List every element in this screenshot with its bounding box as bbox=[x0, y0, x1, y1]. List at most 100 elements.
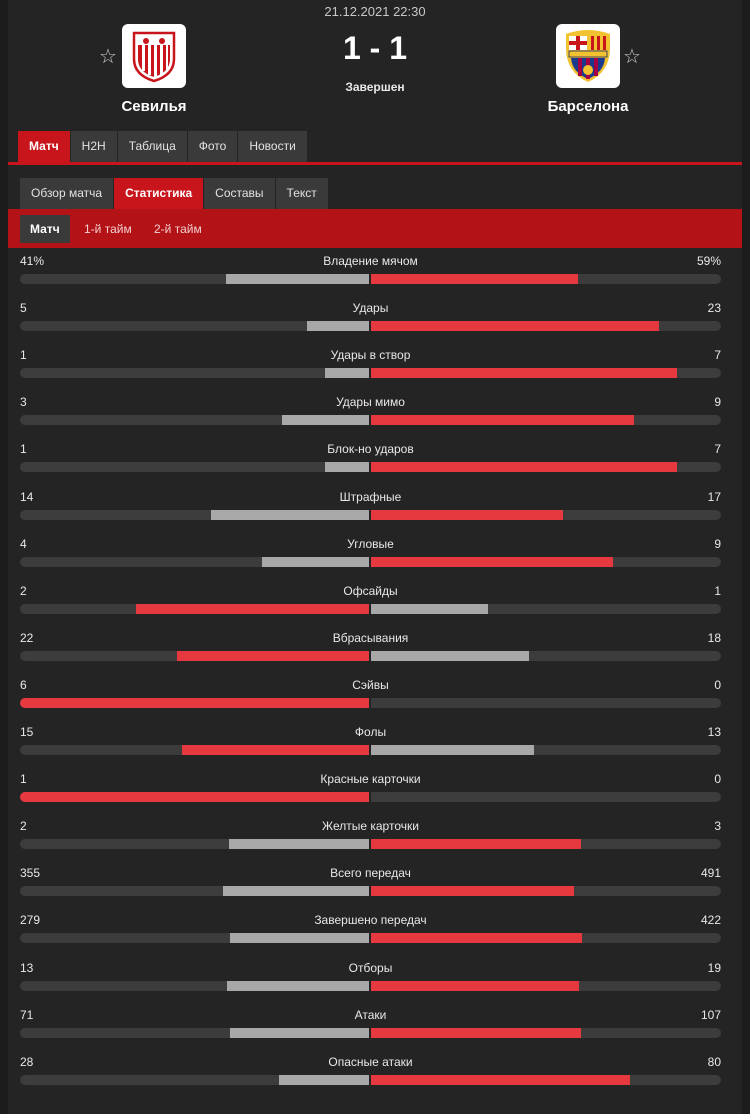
stat-home-track bbox=[20, 981, 369, 991]
match-page: 21.12.2021 22:30 ☆ Севилья 1 - 1 Заверше… bbox=[8, 0, 742, 1114]
stat-name: Атаки bbox=[354, 1008, 387, 1022]
tab-h2h[interactable]: H2H bbox=[70, 131, 117, 162]
stat-home-value: 71 bbox=[20, 1008, 34, 1022]
stat-away-value: 1 bbox=[714, 584, 721, 598]
stat-away-bar bbox=[371, 981, 579, 991]
favorite-away-star-icon[interactable]: ☆ bbox=[623, 46, 641, 68]
stat-away-bar bbox=[371, 415, 634, 425]
stat-home-bar bbox=[262, 557, 369, 567]
match-status: Завершен bbox=[345, 80, 405, 94]
stat-name: Удары bbox=[352, 301, 389, 315]
stat-row: 279 Завершено передач 422 bbox=[20, 913, 721, 960]
stat-away-track bbox=[371, 1075, 721, 1085]
stat-away-bar bbox=[371, 745, 534, 755]
match-score: 1 - 1 bbox=[342, 30, 408, 66]
stat-name: Всего передач bbox=[330, 866, 411, 880]
stat-home-track bbox=[20, 274, 369, 284]
tab-news[interactable]: Новости bbox=[238, 131, 307, 162]
stat-row: 6 Сэйвы 0 bbox=[20, 678, 721, 725]
tabs-divider bbox=[8, 162, 742, 165]
stat-home-track bbox=[20, 1028, 369, 1038]
stat-home-track bbox=[20, 368, 369, 378]
stat-home-track bbox=[20, 510, 369, 520]
stat-name: Сэйвы bbox=[352, 678, 389, 692]
stat-row: 355 Всего передач 491 bbox=[20, 866, 721, 913]
stat-home-track bbox=[20, 462, 369, 472]
stat-name: Опасные атаки bbox=[328, 1055, 413, 1069]
tab-match[interactable]: Матч bbox=[18, 131, 70, 162]
stat-home-bar bbox=[227, 981, 369, 991]
stat-home-value: 279 bbox=[20, 913, 41, 927]
tab-text[interactable]: Текст bbox=[275, 178, 328, 209]
away-team[interactable]: Барселона bbox=[508, 24, 668, 115]
stat-away-value: 0 bbox=[714, 678, 721, 692]
stat-away-bar bbox=[371, 886, 574, 896]
stat-home-bar bbox=[211, 510, 369, 520]
stat-home-value: 41% bbox=[20, 254, 45, 268]
stat-name: Штрафные bbox=[339, 490, 402, 504]
stat-name: Угловые bbox=[347, 537, 394, 551]
stat-name: Удары в створ bbox=[330, 348, 411, 362]
home-team[interactable]: Севилья bbox=[74, 24, 234, 115]
stat-home-track bbox=[20, 1075, 369, 1085]
stat-name: Желтые карточки bbox=[322, 819, 419, 833]
stat-away-value: 7 bbox=[714, 442, 721, 456]
stat-away-track bbox=[371, 321, 721, 331]
barcelona-crest-icon bbox=[566, 30, 610, 82]
sevilla-logo bbox=[122, 24, 186, 88]
stat-home-value: 5 bbox=[20, 301, 27, 315]
stat-away-track bbox=[371, 1028, 721, 1038]
tab-photo[interactable]: Фото bbox=[187, 131, 238, 162]
stat-home-bar bbox=[182, 745, 369, 755]
stat-away-value: 80 bbox=[707, 1055, 721, 1069]
tab-overview[interactable]: Обзор матча bbox=[20, 178, 114, 209]
tab-table[interactable]: Таблица bbox=[117, 131, 187, 162]
stat-away-track bbox=[371, 698, 721, 708]
stat-home-track bbox=[20, 321, 369, 331]
stat-row: 1 Блок-но ударов 7 bbox=[20, 442, 721, 489]
stat-home-track bbox=[20, 557, 369, 567]
stat-away-bar bbox=[371, 604, 488, 614]
stat-away-bar bbox=[371, 1028, 581, 1038]
stat-away-bar bbox=[371, 557, 613, 567]
stat-home-bar bbox=[282, 415, 369, 425]
period-tab-match[interactable]: Матч bbox=[20, 215, 70, 243]
barcelona-logo bbox=[556, 24, 620, 88]
stat-home-bar bbox=[20, 698, 369, 708]
stat-away-track bbox=[371, 604, 721, 614]
period-selector: Матч 1-й тайм 2-й тайм bbox=[8, 209, 742, 248]
stat-away-track bbox=[371, 557, 721, 567]
period-tab-first-half[interactable]: 1-й тайм bbox=[84, 222, 132, 236]
away-team-name: Барселона bbox=[547, 98, 629, 115]
stat-home-value: 2 bbox=[20, 819, 27, 833]
stat-home-value: 1 bbox=[20, 772, 27, 786]
stat-row: 5 Удары 23 bbox=[20, 301, 721, 348]
stat-row: 22 Вбрасывания 18 bbox=[20, 631, 721, 678]
stat-away-track bbox=[371, 839, 721, 849]
stat-name: Фолы bbox=[354, 725, 387, 739]
stat-home-bar bbox=[226, 274, 369, 284]
stat-away-track bbox=[371, 368, 721, 378]
stat-row: 13 Отборы 19 bbox=[20, 961, 721, 1008]
stat-away-bar bbox=[371, 933, 582, 943]
sub-tabs: Обзор матча Статистика Составы Текст bbox=[20, 178, 329, 209]
stat-home-value: 2 bbox=[20, 584, 27, 598]
stat-home-track bbox=[20, 745, 369, 755]
stat-row: 28 Опасные атаки 80 bbox=[20, 1055, 721, 1102]
stat-away-track bbox=[371, 462, 721, 472]
stat-name: Завершено передач bbox=[314, 913, 427, 927]
stat-home-track bbox=[20, 792, 369, 802]
stat-away-value: 422 bbox=[700, 913, 721, 927]
stat-away-value: 23 bbox=[707, 301, 721, 315]
stat-row: 3 Удары мимо 9 bbox=[20, 395, 721, 442]
tab-statistics[interactable]: Статистика bbox=[114, 178, 204, 209]
stat-home-track bbox=[20, 933, 369, 943]
period-tab-second-half[interactable]: 2-й тайм bbox=[154, 222, 202, 236]
favorite-home-star-icon[interactable]: ☆ bbox=[99, 46, 117, 68]
stat-home-track bbox=[20, 651, 369, 661]
tab-lineups[interactable]: Составы bbox=[204, 178, 275, 209]
stat-away-bar bbox=[371, 274, 578, 284]
stat-name: Блок-но ударов bbox=[327, 442, 414, 456]
stat-away-value: 17 bbox=[707, 490, 721, 504]
stat-away-bar bbox=[371, 839, 581, 849]
